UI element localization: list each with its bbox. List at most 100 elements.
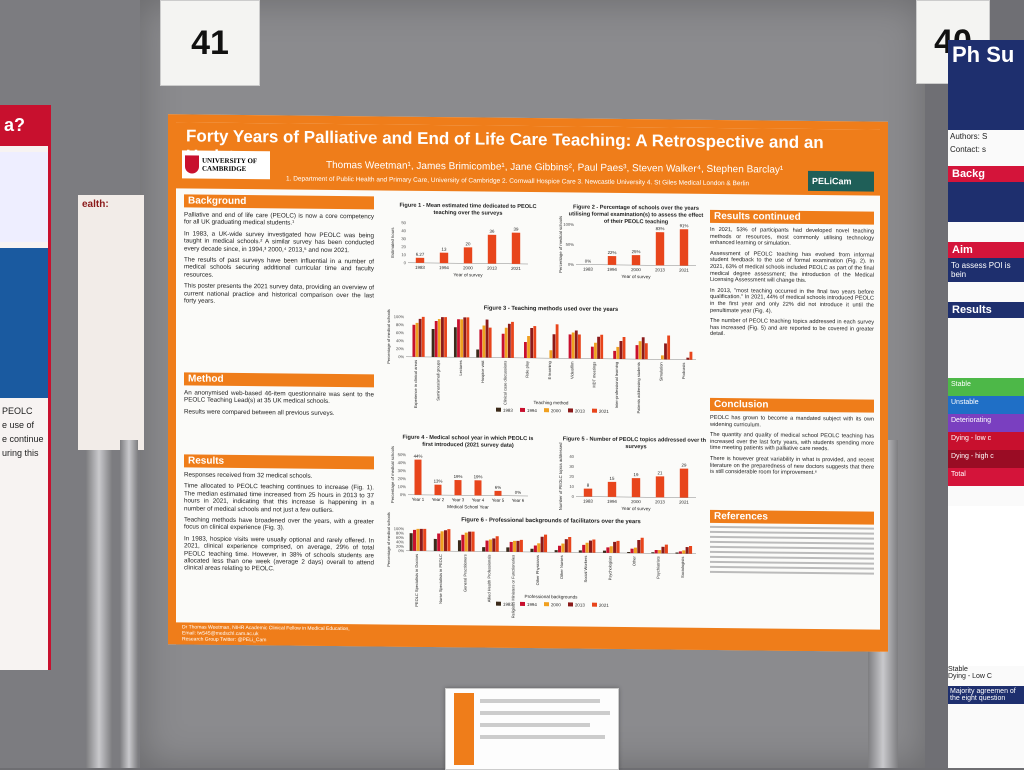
fig6-bar-0-2: [416, 529, 419, 551]
fig3-bar-5-3: [530, 328, 533, 358]
fig3-bar-1-0: [432, 329, 435, 357]
fig6-bar-1-3: [444, 530, 447, 551]
fig6-bar-7-4: [592, 539, 595, 552]
fig3-cat-7: Video/film: [569, 361, 574, 379]
fig3-bar-4-1: [502, 334, 505, 358]
fig6-ytick-2: 40%: [396, 539, 404, 544]
background-poster: ealth:: [78, 195, 144, 450]
fig6-cat-7: Social Workers: [583, 556, 588, 583]
right-poster-row-total: Total: [948, 468, 1024, 486]
fig6-bar-2-4: [471, 532, 474, 552]
fig6-bar-4-0: [506, 547, 509, 551]
fig6-bar-7-0: [579, 550, 582, 552]
fig3-legend-3: 2013: [575, 408, 585, 413]
fig6-bar-5-3: [541, 537, 544, 552]
fig3-bar-2-2: [460, 319, 463, 357]
fig3-bar-10-2: [639, 341, 642, 359]
fig3-bar-9-1: [613, 351, 616, 359]
fig3-bar-7-4: [578, 335, 581, 359]
fig3-bar-7-2: [572, 332, 575, 358]
fig2-bar-1: [608, 256, 616, 265]
right-poster-row-stable: Stable: [948, 378, 1024, 396]
fig6-title: Figure 6 - Professional backgrounds of f…: [461, 517, 640, 525]
fig4-cat-0: Year 1: [412, 497, 425, 502]
fig3-bar-6-3: [553, 334, 556, 358]
fig6-bar-4-1: [510, 542, 513, 552]
fig6-bar-7-1: [582, 545, 585, 553]
right-poster-row-deteriorating: Deteriorating: [948, 414, 1024, 432]
fig2-cat-3: 2013: [655, 267, 665, 272]
fig5-label-1: 15: [610, 476, 615, 481]
fig5-ytick-3: 30: [569, 464, 574, 469]
fig6-legend-4: 2021: [599, 603, 609, 608]
left-neighbour-poster: a? PEOLC e use of e continue uring this: [0, 105, 51, 670]
fig3-bar-6-2: [549, 350, 552, 358]
fig3-bar-5-2: [527, 336, 530, 358]
fig3-bar-11-2: [661, 355, 664, 359]
fig2-label-1: 22%: [608, 250, 617, 255]
fig6-bar-11-0: [675, 552, 678, 553]
fig6-bar-1-2: [441, 531, 444, 551]
fig3-bar-5-1: [524, 342, 527, 358]
fig2-ytick-1: 50%: [566, 242, 575, 247]
fig4-bar-0: [415, 460, 422, 495]
fig1-ytick-0: 0: [404, 260, 407, 265]
fig2-ytick-0: 0%: [568, 262, 574, 267]
fig2-ylabel: Percentage of medical schools: [558, 216, 563, 273]
fig3-bar-2-3: [463, 317, 466, 357]
references-heading: References: [710, 510, 874, 525]
fig6-cat-4: Religious Ministers or Functionaries: [511, 555, 516, 618]
fig1-ytick-3: 30: [401, 236, 406, 241]
fig6-bar-0-4: [423, 529, 426, 551]
fig3-bar-0-3: [419, 319, 422, 357]
fig3-bar-9-4: [623, 337, 626, 359]
fig4-bar-2: [455, 480, 462, 495]
fig3-ytick-3: 60%: [396, 330, 404, 335]
fig3-cat-11: Simulation: [659, 362, 664, 381]
fig1-label-2: 20: [466, 241, 471, 246]
fig6-bar-10-3: [661, 547, 664, 554]
fig5-title-line-1: surveys: [625, 444, 646, 450]
background-p4: This poster presents the 2021 survey dat…: [184, 283, 374, 307]
fig1-label-4: 39: [514, 227, 519, 232]
fig6-ylabel: Percentage of medical schools: [386, 512, 391, 567]
fig4-ytick-0: 0%: [400, 492, 406, 497]
fig6-bar-10-4: [665, 545, 668, 554]
fig1-bar-3: [488, 235, 496, 264]
fig5-title-line-0: Figure 5 - Number of PEOLC topics addres…: [563, 436, 706, 444]
fig1-cat-0: 1983: [415, 265, 425, 270]
display-pole-left: [86, 450, 112, 768]
right-poster-legend-1: Stable: [948, 666, 1024, 673]
poster-handout[interactable]: [445, 688, 619, 770]
fig4-bar-4: [495, 491, 502, 496]
logo-text-2: CAMBRIDGE: [202, 165, 257, 174]
fig6-cat-2: General Practitioners: [462, 554, 467, 592]
fig3-cat-9: Inter-professional learning: [614, 362, 619, 408]
fig2-cat-4: 2021: [679, 268, 689, 273]
left-poster-text2: e use of: [0, 418, 48, 432]
fig4-label-5: 0%: [515, 490, 521, 495]
fig3-cat-10: Patients addressing students: [636, 362, 641, 413]
background-section: Background Palliative and end of life ca…: [184, 194, 374, 310]
fig3-bar-3-2: [483, 326, 486, 358]
fig6-bar-2-2: [465, 533, 468, 552]
pelicam-logo: PELiCam: [808, 171, 874, 192]
poster-affiliations: 1. Department of Public Health and Prima…: [286, 175, 749, 187]
fig6-legend-2: 2000: [551, 602, 561, 607]
fig1-ylabel: Estimated hours: [390, 227, 395, 257]
results-heading: Results: [184, 454, 374, 469]
results-continued-p4: The number of PEOLC teaching topics addr…: [710, 318, 874, 339]
fig3-bar-1-2: [438, 319, 441, 357]
fig3-legend-swatch-0: [496, 408, 501, 412]
fig3-bar-10-1: [636, 345, 639, 359]
fig4-ytick-3: 30%: [398, 468, 407, 473]
fig5-bar-4: [680, 469, 688, 498]
right-poster-row-unstable: Unstable: [948, 396, 1024, 414]
fig2-bar-3: [656, 232, 664, 265]
fig3-cat-8: MDT meetings: [592, 362, 597, 388]
fig3-bar-0-1: [412, 325, 415, 357]
references-section: References: [710, 510, 874, 578]
fig3-cat-3: Hospice visit: [480, 360, 485, 383]
fig3-ytick-5: 100%: [394, 314, 405, 319]
fig3-bar-2-4: [466, 317, 469, 357]
